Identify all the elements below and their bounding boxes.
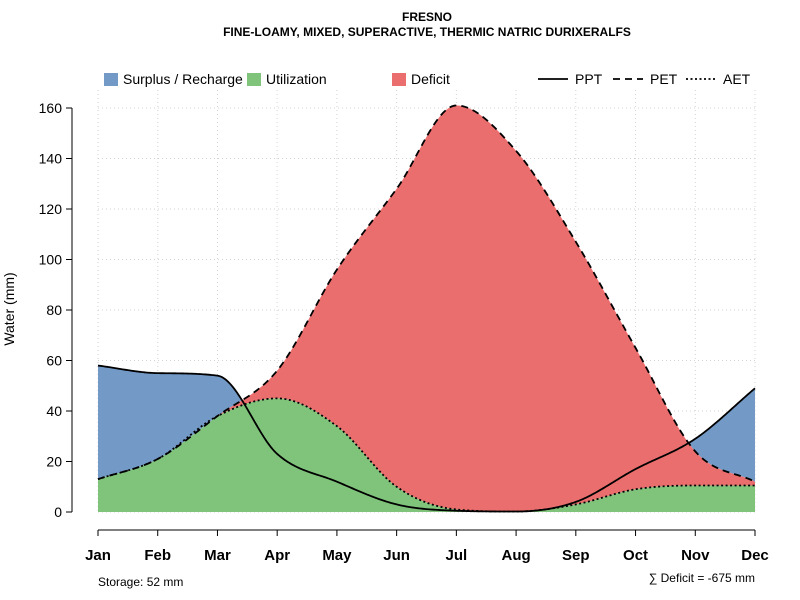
y-tick-label: 160 [39, 100, 63, 116]
y-tick-label: 120 [39, 201, 63, 217]
legend-swatch-surplus-recharge [104, 73, 118, 86]
x-tick-label-jan: Jan [85, 547, 111, 564]
legend-label-utilization: Utilization [266, 71, 327, 87]
x-tick-label-jul: Jul [446, 547, 468, 564]
x-tick-label-oct: Oct [623, 547, 648, 564]
legend-swatch-deficit [392, 73, 406, 86]
x-tick-label-jun: Jun [383, 547, 410, 564]
x-tick-label-apr: Apr [264, 547, 290, 564]
legend-label-deficit: Deficit [411, 71, 450, 87]
legend: Surplus / Recharge Utilization Deficit PPT P… [104, 71, 751, 87]
series-line-pet [97, 104, 756, 483]
storage-note: Storage: 52 mm [98, 575, 183, 589]
legend-label-pet: PET [650, 71, 678, 87]
area-layer [98, 105, 755, 512]
y-tick-label: 0 [54, 504, 62, 520]
surplus-recharge-area [98, 105, 755, 482]
deficit-area [98, 105, 755, 512]
y-tick-label: 20 [46, 454, 62, 470]
chart-title: FRESNO [402, 10, 452, 24]
y-tick-label: 140 [39, 151, 63, 167]
deficit-note: ∑ Deficit = -675 mm [649, 571, 755, 585]
y-axis-label: Water (mm) [1, 272, 17, 345]
x-tick-label-nov: Nov [681, 547, 710, 564]
y-tick-label: 100 [39, 252, 63, 268]
y-tick-label: 60 [46, 353, 62, 369]
x-tick-label-may: May [322, 547, 352, 564]
line-layer [97, 104, 756, 513]
utilization-area [98, 398, 755, 512]
y-tick-label: 40 [46, 403, 62, 419]
legend-swatch-utilization [247, 73, 261, 86]
x-tick-label-aug: Aug [502, 547, 531, 564]
axis-layer: 0 20 40 60 80 100 120 140 160 Jan Feb Mar Apr May Jun J… [39, 100, 769, 564]
x-tick-label-dec: Dec [741, 547, 769, 564]
series-line-ppt [97, 364, 756, 513]
y-tick-label: 80 [46, 302, 62, 318]
legend-label-aet: AET [723, 71, 751, 87]
legend-label-ppt: PPT [575, 71, 603, 87]
series-line-aet [97, 397, 755, 513]
x-tick-label-sep: Sep [562, 547, 590, 564]
legend-label-surplus-recharge: Surplus / Recharge [123, 71, 243, 87]
x-tick-label-mar: Mar [204, 547, 231, 564]
x-tick-label-feb: Feb [144, 547, 171, 564]
chart-subtitle: FINE-LOAMY, MIXED, SUPERACTIVE, THERMIC … [223, 25, 631, 39]
